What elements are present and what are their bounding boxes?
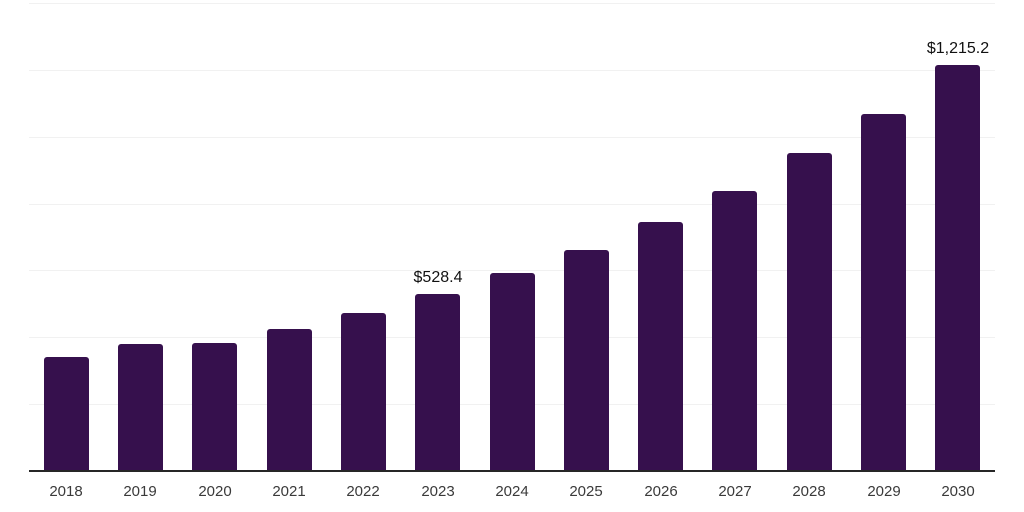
gridline bbox=[29, 3, 995, 4]
x-tick-label-2020: 2020 bbox=[198, 483, 232, 500]
bar-2029 bbox=[861, 114, 906, 471]
gridline bbox=[29, 70, 995, 71]
x-tick-label-2030: 2030 bbox=[941, 483, 975, 500]
bar-2030 bbox=[935, 65, 980, 471]
data-label-2030: $1,215.2 bbox=[926, 40, 990, 57]
x-tick-label-2023: 2023 bbox=[421, 483, 455, 500]
x-tick-label-2019: 2019 bbox=[123, 483, 157, 500]
data-label-2023: $528.4 bbox=[413, 269, 463, 286]
x-tick-label-2021: 2021 bbox=[272, 483, 306, 500]
bar-2019 bbox=[118, 344, 163, 471]
x-tick-label-2018: 2018 bbox=[49, 483, 83, 500]
x-tick-label-2025: 2025 bbox=[569, 483, 603, 500]
x-tick-label-2026: 2026 bbox=[644, 483, 678, 500]
x-tick-label-2028: 2028 bbox=[792, 483, 826, 500]
x-tick-label-2029: 2029 bbox=[867, 483, 901, 500]
x-axis-line bbox=[29, 470, 995, 472]
bar-2022 bbox=[341, 313, 386, 471]
bar-2028 bbox=[787, 153, 832, 471]
bar-2024 bbox=[490, 273, 535, 471]
bar-2027 bbox=[712, 191, 757, 471]
bar-2025 bbox=[564, 250, 609, 471]
gridline bbox=[29, 137, 995, 138]
gridline bbox=[29, 270, 995, 271]
bar-2020 bbox=[192, 343, 237, 471]
x-tick-label-2027: 2027 bbox=[718, 483, 752, 500]
bar-2018 bbox=[44, 357, 89, 471]
x-tick-label-2024: 2024 bbox=[495, 483, 529, 500]
bar-2023 bbox=[415, 294, 460, 471]
bar-2026 bbox=[638, 222, 683, 471]
gridline bbox=[29, 204, 995, 205]
bar-2021 bbox=[267, 329, 312, 471]
x-tick-label-2022: 2022 bbox=[346, 483, 380, 500]
